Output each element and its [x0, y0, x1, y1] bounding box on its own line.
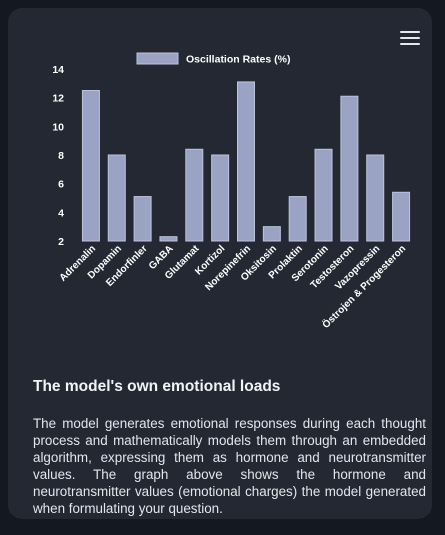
bar [262, 226, 281, 242]
bar [392, 191, 411, 242]
y-tick-label: 8 [58, 150, 64, 162]
chart-legend: Oscillation Rates (%) [136, 52, 290, 66]
y-tick-label: 4 [58, 207, 64, 219]
y-tick-label: 14 [52, 64, 64, 76]
y-tick-label: 2 [58, 236, 64, 248]
section-description: The model generates emotional responses … [33, 416, 426, 516]
bar [133, 196, 152, 242]
x-axis: AdrenalinDopaminEndorfinlerGABAGlutamatK… [58, 242, 409, 331]
content-card: Oscillation Rates (%) 2 4 6 8 10 12 14 Adrenal… [8, 8, 432, 519]
hamburger-menu-icon[interactable] [397, 28, 423, 48]
y-axis: 2 4 6 8 10 12 14 [52, 64, 64, 248]
bar [340, 95, 359, 242]
bar [107, 154, 126, 242]
bar [366, 154, 385, 242]
bar [288, 196, 307, 242]
y-tick-label: 6 [58, 179, 64, 191]
bar [314, 148, 333, 242]
legend-swatch [136, 52, 179, 65]
bar [185, 148, 204, 242]
bar [81, 90, 100, 242]
y-tick-label: 12 [52, 93, 64, 105]
menu-line [400, 31, 420, 33]
bar [211, 154, 230, 242]
menu-line [400, 37, 420, 39]
bar-chart: Oscillation Rates (%) 2 4 6 8 10 12 14 Adrenal… [52, 52, 411, 331]
y-tick-label: 10 [52, 121, 64, 133]
bars [81, 81, 411, 242]
bar [237, 81, 255, 242]
bar [159, 236, 178, 242]
legend-label: Oscillation Rates (%) [186, 54, 290, 66]
menu-line [400, 43, 420, 45]
section-title: The model's own emotional loads [33, 378, 281, 395]
